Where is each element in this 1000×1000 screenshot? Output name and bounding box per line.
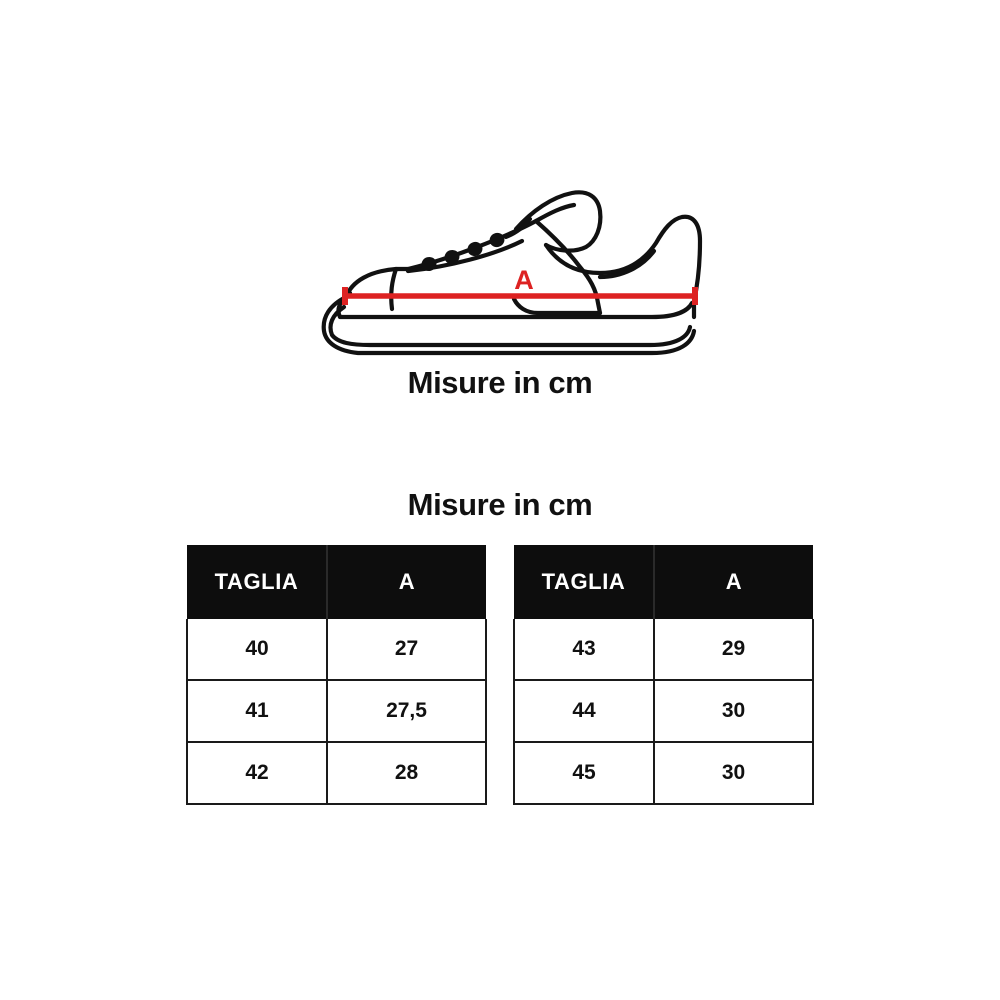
cell-size: 40 (186, 619, 328, 681)
eyelet-icon (489, 232, 505, 248)
cell-measure-a: 27,5 (326, 679, 487, 743)
table-row: 45 30 (513, 741, 814, 805)
cell-size: 44 (513, 679, 655, 743)
size-table-43-45: TAGLIA A 43 29 44 30 45 30 (513, 545, 814, 805)
column-header-a: A (654, 545, 813, 619)
cell-measure-a: 30 (653, 741, 814, 805)
cell-measure-a: 30 (653, 679, 814, 743)
shoe-toecap-seam (389, 266, 399, 312)
shoe-heel-inner (597, 248, 657, 280)
shoe-sole-outline (321, 294, 697, 356)
shoe-panel-step (511, 296, 603, 316)
tables-heading: Misure in cm (407, 487, 593, 522)
measurement-label-a: A (514, 265, 534, 295)
shoe-vamp-top-edge (405, 202, 577, 272)
shoe-outline-group (321, 190, 703, 356)
table-header-row: TAGLIA A (187, 545, 486, 619)
shoe-diagram: A (300, 185, 720, 370)
cell-size: 42 (186, 741, 328, 805)
cell-measure-a: 28 (326, 741, 487, 805)
size-table-40-42: TAGLIA A 40 27 41 27,5 42 28 (186, 545, 487, 805)
shoe-lace-strand (504, 217, 532, 239)
column-header-taglia: TAGLIA (187, 545, 328, 619)
cell-size: 45 (513, 741, 655, 805)
cell-measure-a: 29 (653, 619, 814, 681)
table-row: 40 27 (186, 619, 487, 681)
shoe-tongue (513, 190, 603, 253)
table-row: 44 30 (513, 679, 814, 743)
shoe-eyestay-edge (405, 238, 525, 274)
table-row: 43 29 (513, 619, 814, 681)
shoe-heel-collar (543, 214, 703, 304)
table-row: 41 27,5 (186, 679, 487, 743)
shoe-eyelets-group (421, 232, 505, 272)
shoe-toe-top (343, 266, 411, 300)
shoe-sole-line-1 (328, 304, 693, 348)
eyelet-icon (444, 249, 460, 265)
table-row: 42 28 (186, 741, 487, 805)
cell-size: 43 (513, 619, 655, 681)
table-header-row: TAGLIA A (514, 545, 813, 619)
eyelet-icon (467, 241, 483, 257)
cell-measure-a: 27 (326, 619, 487, 681)
measurement-line-group (342, 287, 698, 305)
column-header-taglia: TAGLIA (514, 545, 655, 619)
diagram-caption: Misure in cm (407, 365, 593, 400)
eyelet-icon (421, 256, 437, 272)
column-header-a: A (327, 545, 486, 619)
size-tables-area: TAGLIA A 40 27 41 27,5 42 28 (0, 545, 1000, 805)
cell-size: 41 (186, 679, 328, 743)
